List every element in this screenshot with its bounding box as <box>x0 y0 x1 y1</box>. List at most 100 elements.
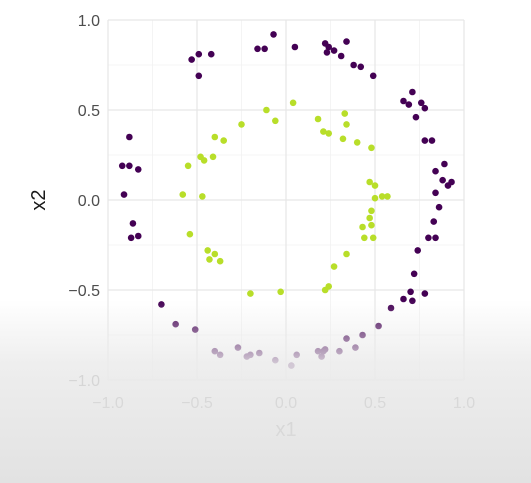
y-tick-labels: −1.0 −0.5 0.0 0.5 1.0 <box>68 13 100 390</box>
data-point <box>206 256 213 263</box>
data-point <box>234 344 242 351</box>
data-point <box>343 335 350 342</box>
data-point <box>435 203 443 211</box>
data-point <box>366 214 373 222</box>
y-tick-label: 1.0 <box>78 13 100 30</box>
data-point <box>263 106 270 114</box>
data-point <box>412 113 420 121</box>
data-point <box>191 326 199 333</box>
data-point <box>432 167 439 175</box>
data-point <box>417 99 425 107</box>
x-tick-label: 0.5 <box>364 395 386 412</box>
data-point <box>350 61 357 69</box>
data-point <box>428 137 436 144</box>
x-tick-label: −1.0 <box>92 395 124 412</box>
data-point <box>134 232 142 240</box>
data-point <box>184 162 192 170</box>
data-point <box>336 347 343 355</box>
y-tick-label: 0.0 <box>78 193 100 210</box>
data-point <box>254 45 261 53</box>
data-point <box>200 157 208 164</box>
data-point <box>314 347 322 355</box>
data-point <box>359 223 366 231</box>
data-point <box>318 353 325 360</box>
data-point <box>209 153 217 161</box>
data-point <box>369 234 377 242</box>
data-point <box>325 43 333 51</box>
data-point <box>330 263 338 270</box>
data-point <box>247 351 254 359</box>
data-point <box>337 52 345 60</box>
data-point <box>384 193 391 200</box>
data-point <box>158 301 165 308</box>
data-point <box>400 295 407 303</box>
data-point <box>369 72 377 80</box>
data-point <box>277 288 284 296</box>
data-point <box>371 182 379 189</box>
data-point <box>357 63 365 71</box>
data-point <box>323 49 331 56</box>
data-point <box>211 133 219 141</box>
data-point <box>368 207 375 215</box>
data-point <box>261 45 268 53</box>
data-point <box>368 221 375 229</box>
data-point <box>118 162 126 170</box>
data-point <box>339 135 347 143</box>
data-point <box>195 50 203 58</box>
data-point <box>361 234 368 242</box>
data-point <box>272 117 279 125</box>
data-point <box>421 137 429 144</box>
data-point <box>410 270 418 278</box>
data-point <box>126 162 133 170</box>
data-point <box>409 297 416 305</box>
data-point <box>126 133 133 141</box>
data-point <box>343 121 350 128</box>
data-point <box>247 290 254 297</box>
data-point <box>320 128 327 135</box>
data-point <box>179 191 187 198</box>
data-point <box>204 247 211 254</box>
data-point <box>272 356 279 364</box>
data-point <box>255 349 263 357</box>
data-point <box>288 362 295 369</box>
data-point <box>293 351 300 359</box>
data-point <box>414 247 422 254</box>
data-point <box>430 218 438 225</box>
data-point <box>432 234 439 242</box>
data-point <box>186 230 194 238</box>
data-point <box>343 38 350 45</box>
x-tick-label: 0.0 <box>275 395 297 412</box>
data-point <box>343 250 350 258</box>
data-point <box>387 304 395 312</box>
data-point <box>172 320 179 328</box>
data-point <box>352 344 359 351</box>
y-tick-label: 0.5 <box>78 103 100 120</box>
data-point <box>220 137 227 144</box>
data-point <box>378 193 386 200</box>
data-point <box>368 144 375 152</box>
data-point <box>325 130 333 137</box>
data-point <box>120 191 128 198</box>
data-point <box>127 234 135 242</box>
data-point <box>366 178 373 186</box>
data-point <box>421 104 429 112</box>
data-point <box>188 56 195 63</box>
data-point <box>211 250 219 258</box>
y-tick-label: −1.0 <box>68 373 100 390</box>
data-point <box>199 193 206 200</box>
x-axis-title: x1 <box>275 419 296 441</box>
data-point <box>129 220 137 227</box>
data-point <box>421 290 429 297</box>
data-point <box>405 101 413 108</box>
data-point <box>407 288 414 296</box>
data-point <box>359 331 366 339</box>
data-point <box>375 322 382 330</box>
data-point <box>441 160 448 168</box>
data-point <box>444 182 452 189</box>
x-tick-labels: −1.0 −0.5 0.0 0.5 1.0 <box>92 395 475 412</box>
data-point <box>439 176 446 184</box>
data-point <box>238 121 245 128</box>
data-point <box>207 50 215 58</box>
